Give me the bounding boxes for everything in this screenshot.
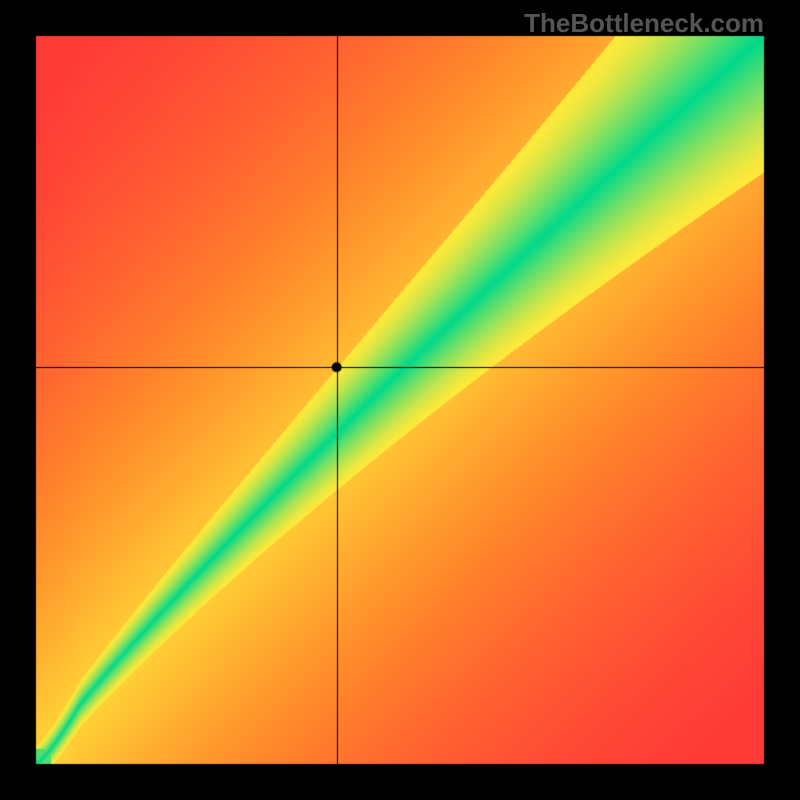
chart-container: TheBottleneck.com	[0, 0, 800, 800]
watermark-text: TheBottleneck.com	[524, 8, 764, 39]
bottleneck-heatmap	[0, 0, 800, 800]
